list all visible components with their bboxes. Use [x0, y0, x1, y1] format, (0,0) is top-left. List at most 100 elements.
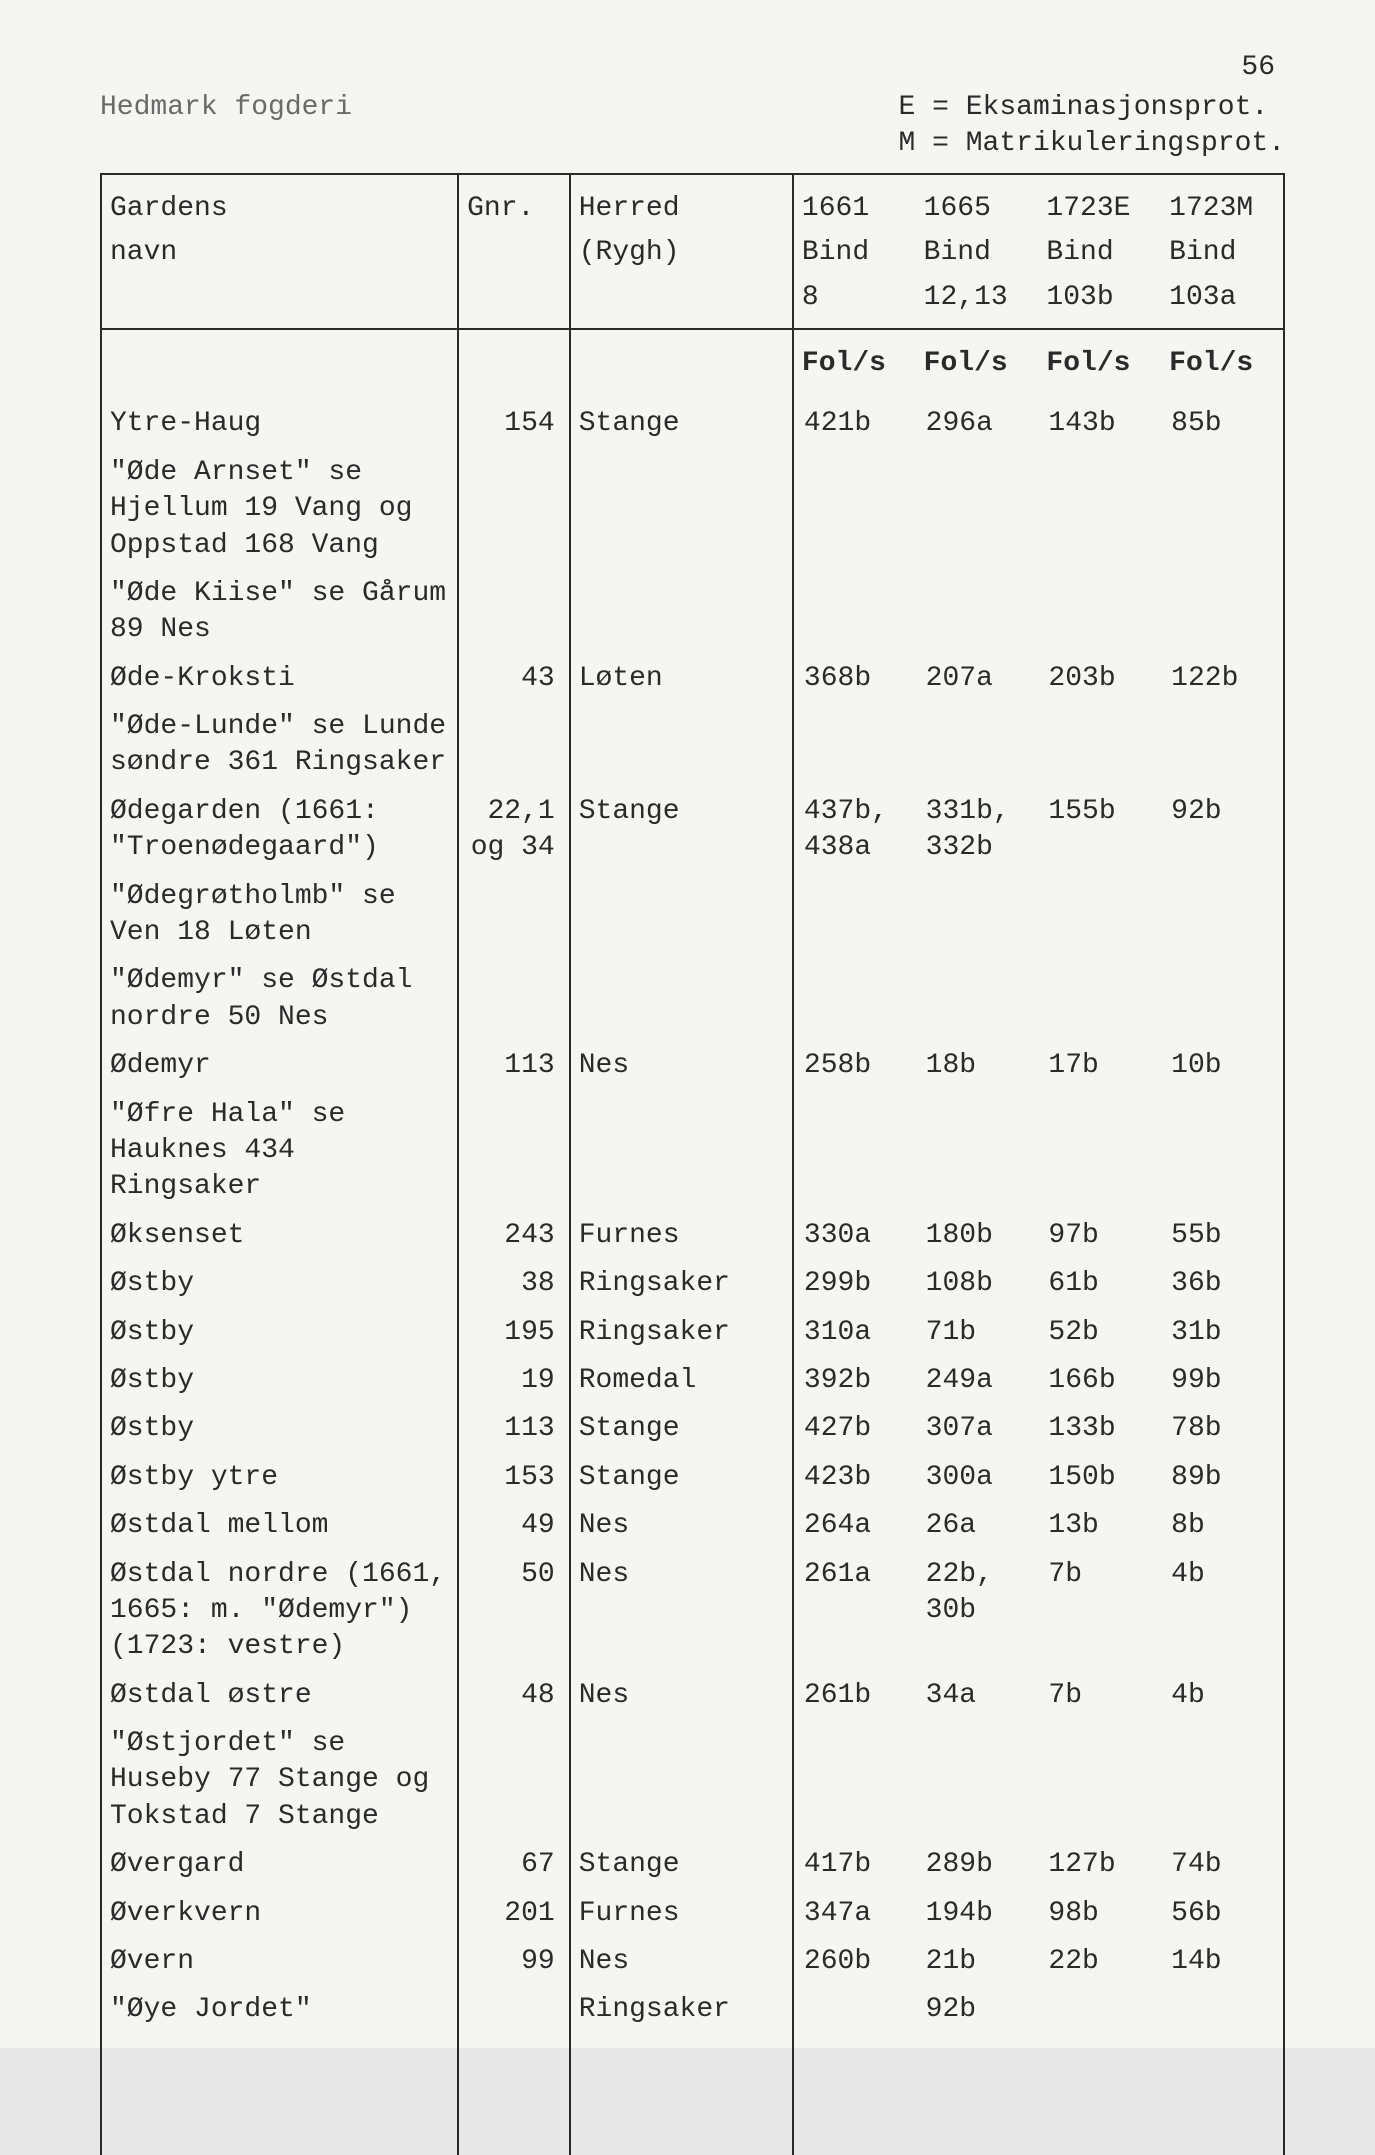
cell-y4 [1161, 1986, 1284, 2034]
cell-herred [570, 873, 793, 958]
col-1661-header: 1661 [793, 175, 916, 231]
cell-gnr [458, 1986, 570, 2034]
col-1723e-header: 1723E [1038, 175, 1161, 231]
table-row: Østby38Ringsaker299b108b61b36b [101, 1260, 1284, 1308]
cell-y3: 98b [1038, 1890, 1161, 1938]
cell-gnr: 201 [458, 1890, 570, 1938]
cell-gnr [458, 703, 570, 788]
fol-1723m: Fol/s [1161, 329, 1284, 400]
cell-navn: Øksenset [101, 1212, 458, 1260]
fol-row: Fol/s Fol/s Fol/s Fol/s [101, 329, 1284, 400]
cell-herred: Ringsaker [570, 1309, 793, 1357]
cell-navn: Østby [101, 1405, 458, 1453]
cell-y1: 421b [793, 400, 916, 448]
cell-herred: Furnes [570, 1212, 793, 1260]
cell-y2: 300a [916, 1454, 1039, 1502]
table-row: Østdal østre48Nes261b34a7b4b [101, 1672, 1284, 1720]
cell-y1 [793, 873, 916, 958]
cell-y4: 10b [1161, 1042, 1284, 1090]
cell-gnr: 243 [458, 1212, 570, 1260]
col-1723m-vol: 103a [1161, 276, 1284, 329]
cell-gnr [458, 1720, 570, 1841]
table-note-row: "Øde Arnset" se Hjellum 19 Vang og Oppst… [101, 449, 1284, 570]
table-row: Øvergard67Stange417b289b127b74b [101, 1841, 1284, 1889]
col-herred-header-2: (Rygh) [570, 231, 793, 275]
fol-1661: Fol/s [793, 329, 916, 400]
cell-y4: 31b [1161, 1309, 1284, 1357]
table-note-row: "Ødegrøtholmb" se Ven 18 Løten [101, 873, 1284, 958]
cell-y1 [793, 1986, 916, 2034]
cell-y1 [793, 957, 916, 1042]
cell-y3 [1038, 1986, 1161, 2034]
cell-gnr: 153 [458, 1454, 570, 1502]
table-head: Gardens Gnr. Herred 1661 1665 1723E 1723… [101, 175, 1284, 329]
cell-y2: 289b [916, 1841, 1039, 1889]
table-row: Øde-Kroksti43Løten368b207a203b122b [101, 655, 1284, 703]
col-1723e-bind: Bind [1038, 231, 1161, 275]
table-row: Østdal nordre (1661, 1665: m. "Ødemyr") … [101, 1551, 1284, 1672]
table-row: Østby ytre153Stange423b300a150b89b [101, 1454, 1284, 1502]
cell-navn: "Ødemyr" se Østdal nordre 50 Nes [101, 957, 458, 1042]
cell-y2: 307a [916, 1405, 1039, 1453]
cell-navn: "Øde-Lunde" se Lunde søndre 361 Ringsake… [101, 703, 458, 788]
col-1723m-header: 1723M [1161, 175, 1284, 231]
table-note-row: "Øfre Hala" se Hauknes 434 Ringsaker [101, 1091, 1284, 1212]
table-row: Østdal mellom49Nes264a26a13b8b [101, 1502, 1284, 1550]
cell-y1 [793, 703, 916, 788]
cell-y4: 78b [1161, 1405, 1284, 1453]
col-1665-header: 1665 [916, 175, 1039, 231]
table-body: Fol/s Fol/s Fol/s Fol/s Ytre-Haug154Stan… [101, 329, 1284, 2155]
cell-y1: 258b [793, 1042, 916, 1090]
cell-y1 [793, 449, 916, 570]
cell-navn: Ødegarden (1661: "Troenødegaard") [101, 788, 458, 873]
col-herred-header: Herred [570, 175, 793, 231]
register-table: Gardens Gnr. Herred 1661 1665 1723E 1723… [100, 175, 1285, 2155]
cell-herred: Stange [570, 1841, 793, 1889]
cell-y2 [916, 1720, 1039, 1841]
cell-herred: Stange [570, 1454, 793, 1502]
cell-navn: Ødemyr [101, 1042, 458, 1090]
cell-gnr: 99 [458, 1938, 570, 1986]
table-row: Øverkvern201Furnes347a194b98b56b [101, 1890, 1284, 1938]
cell-y3 [1038, 1091, 1161, 1212]
col-gnr-header: Gnr. [458, 175, 570, 231]
cell-y1: 423b [793, 1454, 916, 1502]
cell-navn: Øvergard [101, 1841, 458, 1889]
cell-y4: 4b [1161, 1672, 1284, 1720]
cell-y4: 14b [1161, 1938, 1284, 1986]
cell-gnr [458, 570, 570, 655]
cell-y1: 437b, 438a [793, 788, 916, 873]
cell-y3: 7b [1038, 1551, 1161, 1672]
cell-gnr: 49 [458, 1502, 570, 1550]
header-right: E = Eksaminasjonsprot. M = Matrikulering… [899, 90, 1285, 163]
cell-y2: 22b, 30b [916, 1551, 1039, 1672]
cell-y3: 127b [1038, 1841, 1161, 1889]
col-1665-bind: Bind [916, 231, 1039, 275]
cell-gnr: 38 [458, 1260, 570, 1308]
cell-gnr: 19 [458, 1357, 570, 1405]
table-row: Østby195Ringsaker310a71b52b31b [101, 1309, 1284, 1357]
fol-1723e: Fol/s [1038, 329, 1161, 400]
cell-y1: 260b [793, 1938, 916, 1986]
cell-gnr [458, 1091, 570, 1212]
cell-y4 [1161, 1720, 1284, 1841]
cell-herred: Stange [570, 400, 793, 448]
table-row: Øksenset243Furnes330a180b97b55b [101, 1212, 1284, 1260]
cell-navn: "Øde Arnset" se Hjellum 19 Vang og Oppst… [101, 449, 458, 570]
cell-navn: "Øfre Hala" se Hauknes 434 Ringsaker [101, 1091, 458, 1212]
cell-navn: Østby ytre [101, 1454, 458, 1502]
cell-y2 [916, 703, 1039, 788]
cell-herred: Nes [570, 1551, 793, 1672]
cell-y2 [916, 570, 1039, 655]
cell-y4: 4b [1161, 1551, 1284, 1672]
cell-y3: 61b [1038, 1260, 1161, 1308]
cell-herred: Furnes [570, 1890, 793, 1938]
col-navn-header: Gardens [101, 175, 458, 231]
cell-y3 [1038, 570, 1161, 655]
col-1661-bind: Bind [793, 231, 916, 275]
cell-herred: Nes [570, 1502, 793, 1550]
cell-navn: "Øde Kiise" se Gårum 89 Nes [101, 570, 458, 655]
col-1723m-bind: Bind [1161, 231, 1284, 275]
col-navn-header-3 [101, 276, 458, 329]
cell-y1: 310a [793, 1309, 916, 1357]
